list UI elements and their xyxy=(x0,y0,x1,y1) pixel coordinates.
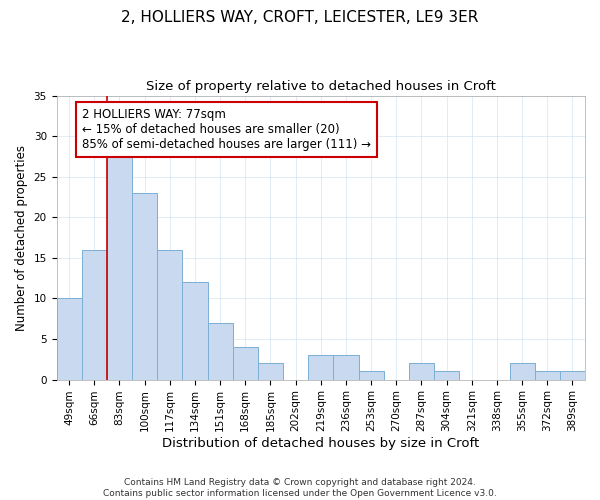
Bar xyxy=(233,347,258,380)
Bar xyxy=(409,364,434,380)
Bar xyxy=(182,282,208,380)
Y-axis label: Number of detached properties: Number of detached properties xyxy=(15,144,28,330)
Bar xyxy=(132,193,157,380)
Bar xyxy=(334,356,359,380)
Title: Size of property relative to detached houses in Croft: Size of property relative to detached ho… xyxy=(146,80,496,93)
Bar xyxy=(107,144,132,380)
Bar xyxy=(82,250,107,380)
Bar xyxy=(157,250,182,380)
Text: Contains HM Land Registry data © Crown copyright and database right 2024.
Contai: Contains HM Land Registry data © Crown c… xyxy=(103,478,497,498)
X-axis label: Distribution of detached houses by size in Croft: Distribution of detached houses by size … xyxy=(162,437,479,450)
Bar xyxy=(308,356,334,380)
Bar xyxy=(509,364,535,380)
Bar xyxy=(56,298,82,380)
Bar xyxy=(258,364,283,380)
Bar xyxy=(560,372,585,380)
Text: 2, HOLLIERS WAY, CROFT, LEICESTER, LE9 3ER: 2, HOLLIERS WAY, CROFT, LEICESTER, LE9 3… xyxy=(121,10,479,25)
Bar xyxy=(359,372,383,380)
Bar xyxy=(535,372,560,380)
Bar xyxy=(208,323,233,380)
Bar xyxy=(434,372,459,380)
Text: 2 HOLLIERS WAY: 77sqm
← 15% of detached houses are smaller (20)
85% of semi-deta: 2 HOLLIERS WAY: 77sqm ← 15% of detached … xyxy=(82,108,371,150)
